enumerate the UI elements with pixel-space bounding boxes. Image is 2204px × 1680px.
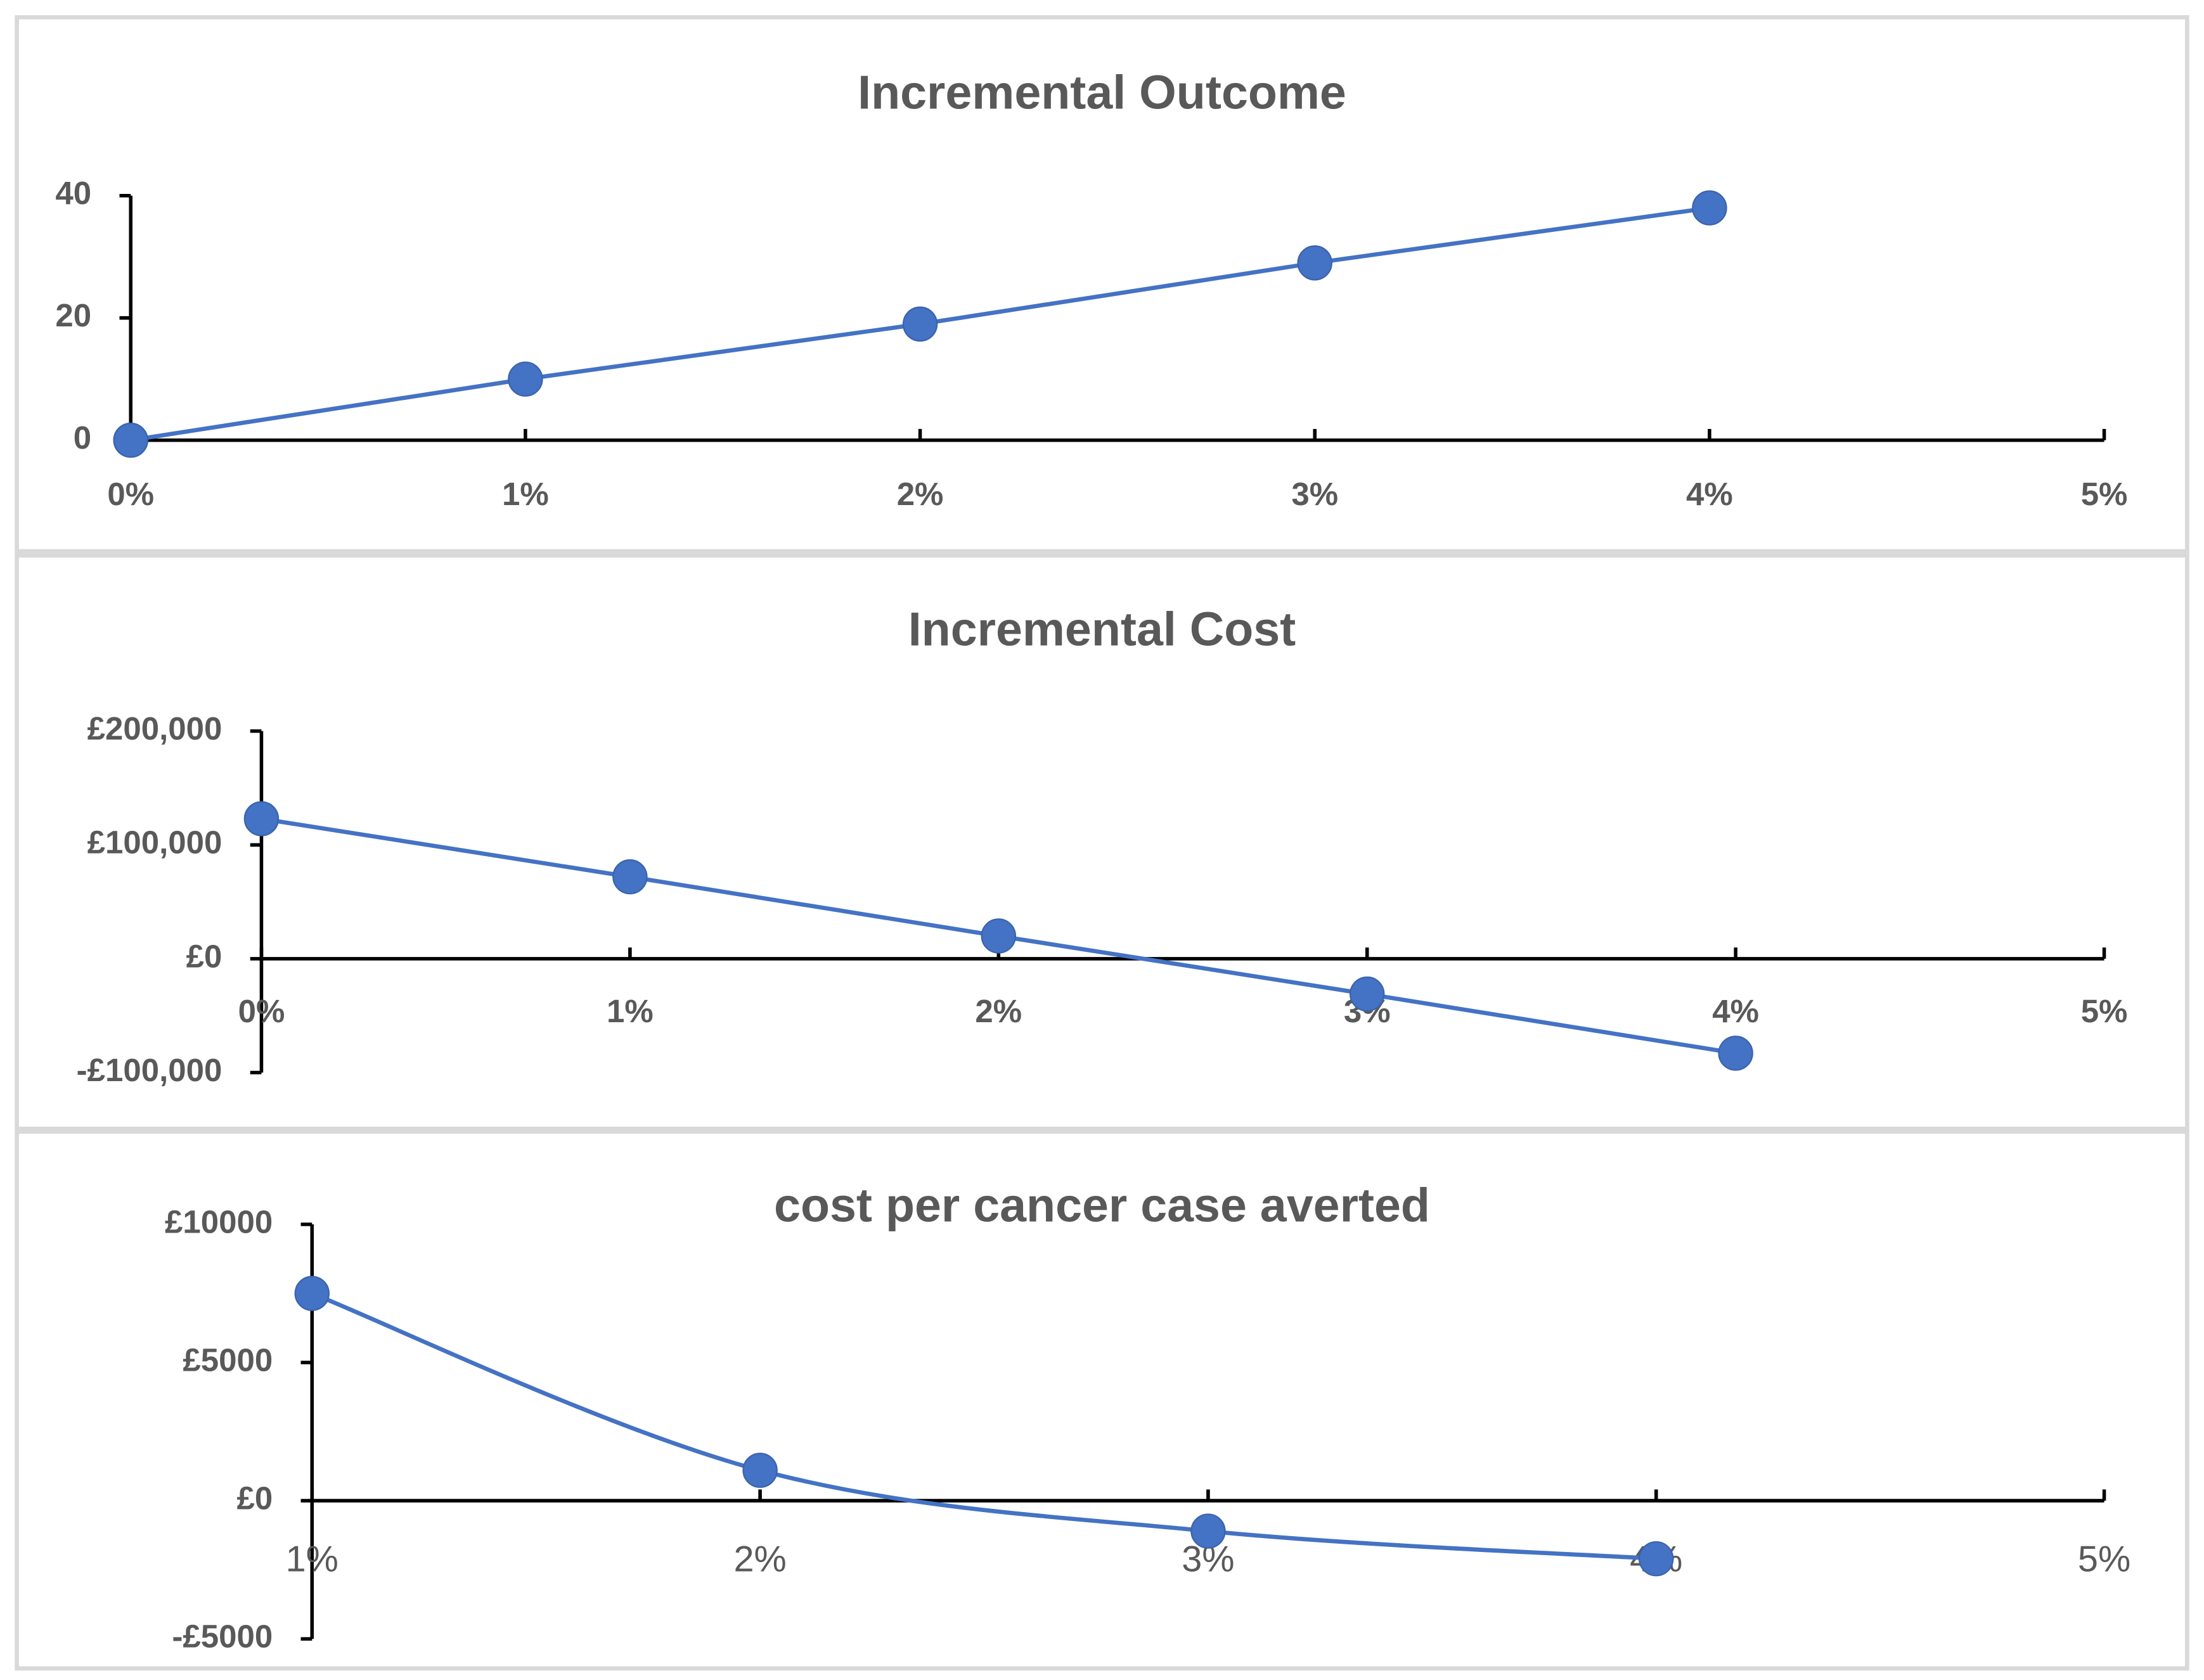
data-point	[902, 306, 938, 342]
x-tick-label: 3%	[1291, 476, 1338, 512]
chart-title: cost per cancer case averted	[774, 1179, 1430, 1232]
data-point	[612, 859, 648, 895]
panel-frame	[15, 553, 2189, 1131]
x-tick-label: 2%	[733, 1539, 786, 1579]
data-point	[1190, 1513, 1226, 1549]
data-point	[742, 1452, 778, 1488]
data-point	[508, 361, 543, 397]
x-tick-label: 2%	[897, 476, 944, 512]
x-tick-label: 5%	[2081, 476, 2128, 512]
data-point	[1639, 1541, 1674, 1577]
x-tick-label: 2%	[975, 993, 1022, 1029]
data-point	[1692, 190, 1727, 226]
y-tick-label: -£100,000	[77, 1052, 222, 1088]
y-tick-label: £200,000	[87, 710, 222, 747]
y-tick-label: £0	[186, 938, 222, 974]
data-point	[113, 422, 148, 458]
y-tick-label: 0	[74, 420, 91, 456]
data-point	[294, 1276, 330, 1311]
x-tick-label: 1%	[502, 476, 549, 512]
y-tick-label: 20	[55, 297, 91, 333]
x-tick-label: 4%	[1712, 993, 1759, 1029]
x-tick-label: 4%	[1686, 476, 1733, 512]
data-point	[1297, 245, 1332, 281]
data-point	[1718, 1036, 1753, 1071]
y-tick-label: -£5000	[172, 1619, 273, 1655]
data-point	[981, 918, 1017, 954]
chart-title: Incremental Outcome	[858, 65, 1346, 119]
panel-frame	[15, 15, 2189, 554]
y-tick-label: 40	[55, 175, 91, 211]
panel-frame	[15, 1129, 2189, 1671]
y-tick-label: £10000	[165, 1203, 273, 1240]
x-tick-label: 5%	[2081, 993, 2128, 1029]
x-tick-label: 1%	[607, 993, 654, 1029]
x-tick-label: 0%	[107, 476, 154, 512]
x-tick-label: 1%	[286, 1539, 338, 1579]
y-tick-label: £100,000	[87, 824, 222, 861]
chart-title: Incremental Cost	[908, 602, 1296, 655]
series-line	[311, 1291, 1656, 1561]
y-tick-label: £0	[236, 1480, 273, 1516]
x-tick-label: 5%	[2078, 1539, 2130, 1579]
x-tick-label: 0%	[238, 993, 285, 1029]
data-point	[243, 801, 280, 837]
y-tick-label: £5000	[183, 1342, 273, 1378]
data-point	[1349, 976, 1385, 1012]
